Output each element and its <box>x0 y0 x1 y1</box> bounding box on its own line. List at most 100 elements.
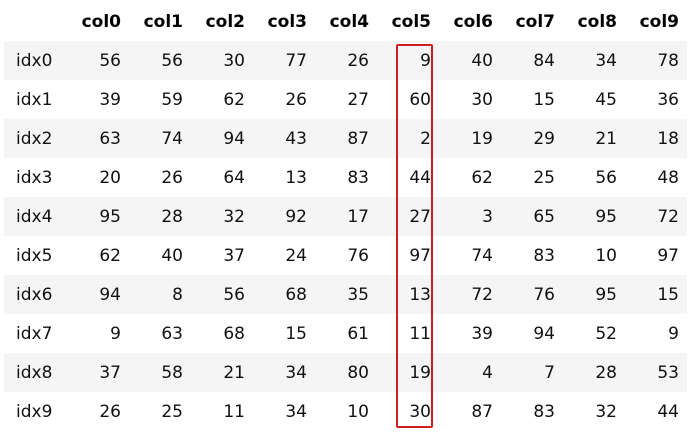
table-cell: 19 <box>471 128 493 149</box>
table-cell: 30 <box>409 401 431 422</box>
table-cell: 18 <box>657 128 679 149</box>
table-cell: 94 <box>223 128 245 149</box>
table-cell: 29 <box>533 128 555 149</box>
table-cell: 30 <box>471 89 493 110</box>
table-row: idx5 62 40 37 24 76 97 74 83 10 97 <box>4 236 687 275</box>
column-header-col9: col9 <box>625 2 687 41</box>
table-cell: 9 <box>420 50 431 71</box>
table-cell: 35 <box>347 284 369 305</box>
table-cell: 40 <box>471 50 493 71</box>
table-cell: 95 <box>595 284 617 305</box>
table-cell: 62 <box>99 245 121 266</box>
row-index-label: idx8 <box>16 362 53 383</box>
table-cell: 27 <box>409 206 431 227</box>
table-cell: 39 <box>471 323 493 344</box>
table-cell: 40 <box>161 245 183 266</box>
table-cell: 64 <box>223 167 245 188</box>
table-cell: 52 <box>595 323 617 344</box>
table-cell: 56 <box>595 167 617 188</box>
column-header-col7: col7 <box>501 2 563 41</box>
row-index-label: idx1 <box>16 89 53 110</box>
table-cell: 58 <box>161 362 183 383</box>
table-body: idx0 56 56 30 77 26 9 40 84 34 78 idx1 39 59 62 26 27 60 3… <box>4 41 687 431</box>
table-cell: 95 <box>99 206 121 227</box>
table-cell: 27 <box>347 89 369 110</box>
table-cell: 65 <box>533 206 555 227</box>
data-table: col0 col1 col2 col3 col4 col5 col6 col7 col8 col9… <box>4 2 687 431</box>
table-cell: 60 <box>409 89 431 110</box>
table-cell: 10 <box>347 401 369 422</box>
column-header-col6: col6 <box>439 2 501 41</box>
row-index-label: idx0 <box>16 50 53 71</box>
table-row: idx9 26 25 11 34 10 30 87 83 32 44 <box>4 392 687 431</box>
table-cell: 43 <box>285 128 307 149</box>
table-cell: 62 <box>223 89 245 110</box>
table-cell: 76 <box>347 245 369 266</box>
table-cell: 34 <box>285 401 307 422</box>
column-header-col5: col5 <box>377 2 439 41</box>
table-row: idx6 94 8 56 68 35 13 72 76 95 15 <box>4 275 687 314</box>
table-cell: 78 <box>657 50 679 71</box>
table-cell: 24 <box>285 245 307 266</box>
table-cell: 20 <box>99 167 121 188</box>
table-cell: 72 <box>471 284 493 305</box>
table-cell: 87 <box>347 128 369 149</box>
table-cell: 97 <box>409 245 431 266</box>
table-cell: 11 <box>409 323 431 344</box>
table-cell: 36 <box>657 89 679 110</box>
table-cell: 21 <box>223 362 245 383</box>
table-cell: 44 <box>657 401 679 422</box>
table-cell: 30 <box>223 50 245 71</box>
table-cell: 56 <box>161 50 183 71</box>
table-cell: 37 <box>223 245 245 266</box>
row-index-label: idx5 <box>16 245 53 266</box>
table-cell: 25 <box>161 401 183 422</box>
table-row: idx0 56 56 30 77 26 9 40 84 34 78 <box>4 41 687 80</box>
table-cell: 59 <box>161 89 183 110</box>
table-cell: 61 <box>347 323 369 344</box>
table-row: idx2 63 74 94 43 87 2 19 29 21 18 <box>4 119 687 158</box>
table-cell: 92 <box>285 206 307 227</box>
table-cell: 83 <box>347 167 369 188</box>
table-cell: 25 <box>533 167 555 188</box>
table-cell: 83 <box>533 401 555 422</box>
table-cell: 7 <box>544 362 555 383</box>
table-cell: 48 <box>657 167 679 188</box>
table-cell: 56 <box>223 284 245 305</box>
table-row: idx8 37 58 21 34 80 19 4 7 28 53 <box>4 353 687 392</box>
column-header-col3: col3 <box>253 2 315 41</box>
table-cell: 94 <box>533 323 555 344</box>
table-cell: 2 <box>420 128 431 149</box>
row-index-label: idx7 <box>16 323 53 344</box>
table-cell: 26 <box>161 167 183 188</box>
table-cell: 74 <box>471 245 493 266</box>
row-index-label: idx3 <box>16 167 53 188</box>
table-cell: 77 <box>285 50 307 71</box>
table-cell: 56 <box>99 50 121 71</box>
row-index-label: idx9 <box>16 401 53 422</box>
header-row: col0 col1 col2 col3 col4 col5 col6 col7 col8 col9 <box>4 2 687 41</box>
row-index-label: idx4 <box>16 206 53 227</box>
table-cell: 11 <box>223 401 245 422</box>
table-cell: 62 <box>471 167 493 188</box>
row-index-label: idx2 <box>16 128 53 149</box>
column-header-col1: col1 <box>129 2 191 41</box>
table-cell: 53 <box>657 362 679 383</box>
table-cell: 87 <box>471 401 493 422</box>
table-cell: 94 <box>99 284 121 305</box>
table-cell: 80 <box>347 362 369 383</box>
table-cell: 28 <box>595 362 617 383</box>
table-header: col0 col1 col2 col3 col4 col5 col6 col7 col8 col9 <box>4 2 687 41</box>
table-cell: 72 <box>657 206 679 227</box>
table-cell: 68 <box>285 284 307 305</box>
table-cell: 84 <box>533 50 555 71</box>
column-header-col4: col4 <box>315 2 377 41</box>
table-cell: 4 <box>482 362 493 383</box>
table-cell: 45 <box>595 89 617 110</box>
table-cell: 3 <box>482 206 493 227</box>
table-cell: 19 <box>409 362 431 383</box>
table-cell: 95 <box>595 206 617 227</box>
table-cell: 44 <box>409 167 431 188</box>
column-header-col8: col8 <box>563 2 625 41</box>
